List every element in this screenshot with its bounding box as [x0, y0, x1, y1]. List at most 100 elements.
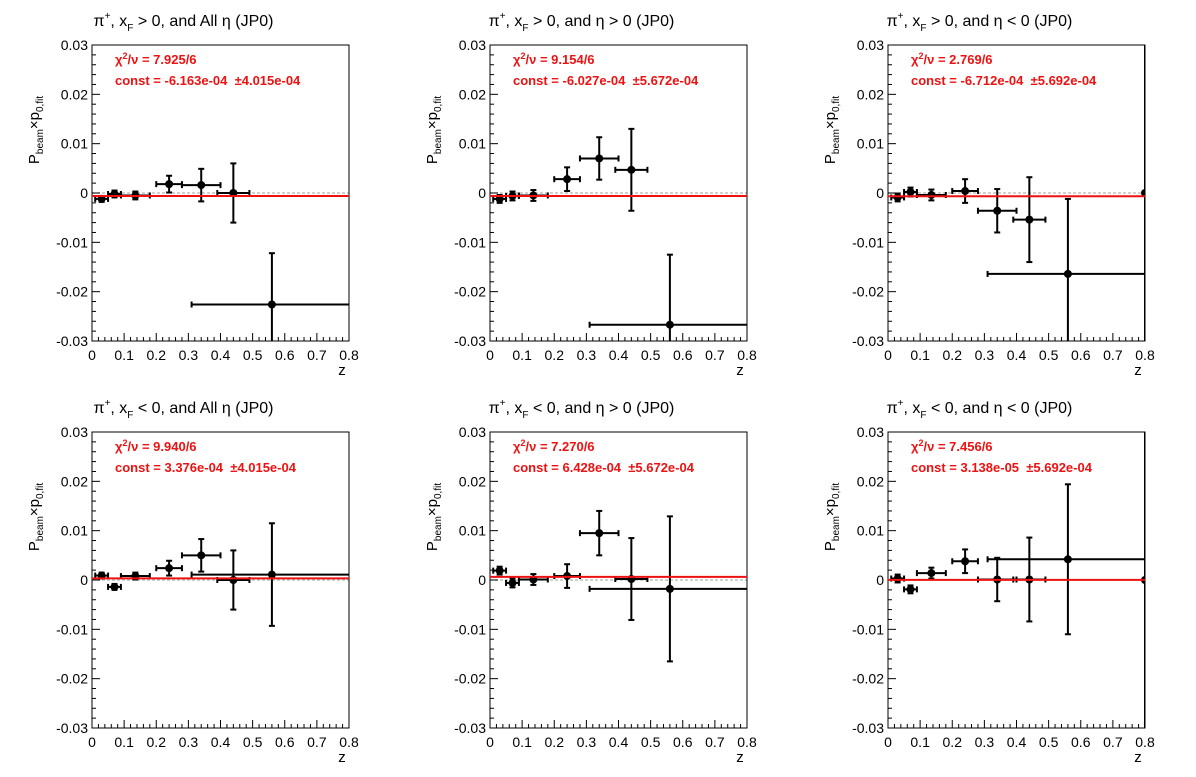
data-point: [915, 188, 947, 202]
marker: [665, 584, 674, 593]
y-axis-label: Pbeam×p0,fit: [424, 483, 444, 551]
marker: [893, 193, 902, 202]
x-tick-label: 0.8: [737, 734, 757, 750]
data-point: [588, 515, 747, 663]
x-tick-label: 0.7: [307, 734, 327, 750]
x-tick-label: 0: [88, 734, 96, 750]
data-point: [216, 162, 251, 224]
y-tick-label: 0: [80, 572, 88, 588]
fit-chi2-label: χ2/ν = 9.154/6: [513, 51, 595, 67]
x-tick-label: 0.4: [609, 347, 629, 363]
fit-const-label: const = 3.376e-04 ±4.015e-04: [115, 460, 297, 475]
fit-const-label: const = -6.712e-04 ±5.692e-04: [911, 73, 1097, 88]
chart-panel-6: π+, xF < 0, and η < 0 (JP0) 0 0.1 0.2 0.3 0.4…: [822, 398, 1155, 766]
marker: [197, 181, 206, 190]
x-tick-label: 0.2: [943, 347, 963, 363]
x-tick-label: 0.3: [179, 347, 199, 363]
y-tick-label: 0.02: [857, 86, 884, 102]
x-tick-label: 0.5: [641, 347, 661, 363]
y-tick-label: 0.03: [459, 424, 486, 440]
data-layer: [94, 522, 349, 627]
marker: [267, 300, 276, 309]
x-tick-label: 0.6: [673, 734, 693, 750]
y-axis-label: Pbeam×p0,fit: [822, 96, 842, 164]
x-tick-label: 0.6: [275, 347, 295, 363]
y-tick-label: -0.01: [852, 234, 884, 250]
x-tick-label: 0: [486, 347, 494, 363]
y-tick-label: 0.03: [857, 424, 884, 440]
x-tick-label: 0.8: [1135, 347, 1155, 363]
marker: [165, 564, 174, 573]
fit-const-label: const = -6.163e-04 ±4.015e-04: [115, 73, 301, 88]
chart-title: π+, xF > 0, and η > 0 (JP0): [489, 11, 675, 34]
x-tick-label: 0.1: [114, 347, 134, 363]
x-tick-label: 0.4: [609, 734, 629, 750]
y-tick-label: 0.01: [857, 136, 884, 152]
data-point: [155, 559, 183, 577]
data-point: [1141, 45, 1145, 341]
chart-panel-4: π+, xF < 0, and All η (JP0) 0 0.1 0.2 0.3 0.4…: [26, 398, 359, 766]
y-tick-label: -0.02: [852, 671, 884, 687]
data-point: [216, 549, 251, 611]
y-tick-label: 0.02: [61, 86, 88, 102]
x-axis-label: z: [736, 749, 744, 766]
x-axis-label: z: [338, 362, 346, 379]
x-tick-label: 0.2: [545, 347, 565, 363]
y-axis-label: Pbeam×p0,fit: [822, 483, 842, 551]
data-point: [903, 186, 918, 198]
x-tick-label: 0: [486, 734, 494, 750]
chart-title: π+, xF < 0, and η < 0 (JP0): [887, 398, 1073, 421]
data-point: [986, 483, 1145, 636]
data-point: [986, 197, 1145, 341]
data-point: [553, 166, 581, 193]
x-tick-label: 0.5: [243, 347, 263, 363]
x-tick-label: 0.1: [512, 347, 532, 363]
x-tick-label: 0.4: [211, 347, 231, 363]
x-tick-label: 0.2: [147, 347, 167, 363]
data-layer: [94, 162, 349, 341]
x-tick-label: 0.6: [673, 347, 693, 363]
data-point: [190, 522, 349, 627]
x-axis-label: z: [338, 749, 346, 766]
y-tick-label: 0.01: [61, 136, 88, 152]
x-tick-label: 0.3: [975, 347, 995, 363]
x-tick-label: 0.6: [1071, 734, 1091, 750]
y-tick-label: -0.02: [454, 671, 486, 687]
x-tick-label: 0.1: [910, 347, 930, 363]
fit-const-label: const = -6.027e-04 ±5.672e-04: [513, 73, 699, 88]
data-point: [155, 174, 183, 194]
marker: [595, 529, 604, 538]
x-tick-label: 0.1: [114, 734, 134, 750]
y-tick-label: 0.02: [857, 473, 884, 489]
data-point: [903, 584, 918, 595]
x-tick-label: 0: [88, 347, 96, 363]
y-tick-label: -0.02: [56, 284, 88, 300]
data-point: [107, 582, 122, 591]
y-tick-label: -0.03: [454, 333, 486, 349]
chart-panel-3: π+, xF > 0, and η < 0 (JP0) 0 0.1 0.2 0.3 0.4…: [822, 11, 1155, 379]
marker: [1063, 555, 1072, 564]
marker: [508, 578, 517, 587]
fit-const-label: const = 3.138e-05 ±5.692e-04: [911, 460, 1093, 475]
y-tick-label: 0.02: [459, 473, 486, 489]
y-tick-label: -0.02: [852, 284, 884, 300]
marker: [1063, 269, 1072, 278]
y-axis-label: Pbeam×p0,fit: [424, 96, 444, 164]
marker: [563, 175, 572, 184]
y-tick-label: 0.03: [857, 37, 884, 53]
fit-const-label: const = 6.428e-04 ±5.672e-04: [513, 460, 695, 475]
marker: [927, 569, 936, 578]
data-point: [578, 509, 620, 557]
x-tick-label: 0.3: [577, 734, 597, 750]
x-tick-label: 0: [884, 347, 892, 363]
y-tick-label: 0.01: [857, 523, 884, 539]
data-point: [951, 548, 979, 575]
data-point: [890, 192, 906, 203]
chart-panel-2: π+, xF > 0, and η > 0 (JP0) 0 0.1 0.2 0.3 0.4…: [424, 11, 757, 379]
marker: [229, 576, 238, 584]
data-point: [1012, 176, 1047, 264]
x-tick-label: 0.2: [147, 734, 167, 750]
marker: [1141, 189, 1145, 197]
fit-chi2-label: χ2/ν = 7.925/6: [115, 51, 197, 67]
data-point: [492, 565, 508, 576]
